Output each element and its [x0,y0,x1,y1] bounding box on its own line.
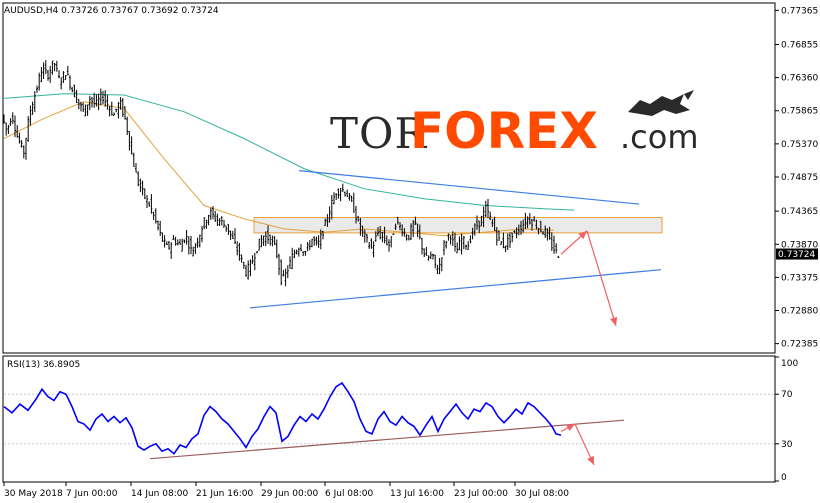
time-tick-label: 13 Jul 16:00 [390,489,444,499]
time-tick-label: 30 Jul 08:00 [515,489,569,499]
time-tick-label: 21 Jun 16:00 [196,489,253,499]
forecast-arrow-2-head [610,316,618,326]
price-tick-label: 0.77365 [781,6,818,16]
price-tick-label: 0.72880 [781,307,818,317]
rsi-line [3,381,562,455]
price-tick-label: 0.74365 [781,207,818,217]
current-price-tag: 0.73724 [776,248,818,260]
forecast-arrow-2 [586,230,617,327]
logo-tor-text: TOR [330,109,427,158]
time-tick-label: 7 Jun 00:00 [66,489,118,499]
price-tick-label: 0.76360 [781,74,818,84]
resistance-zone [253,216,663,234]
candles-series [3,60,560,287]
rsi-tick-label: 100 [781,359,798,369]
price-tick-label: 0.76855 [781,40,818,50]
lower-trendline [249,269,662,309]
ma-fast-line [3,101,555,237]
price-tick-label: 0.73870 [781,240,818,250]
symbol-header: AUDUSD,H4 0.73726 0.73767 0.73692 0.7372… [4,6,219,16]
price-tick-label: 0.74875 [781,173,818,183]
ma-slow-line [3,93,575,211]
time-tick-label: 30 May 2018 [4,489,63,499]
rsi-header: RSI(13) 36.8905 [7,360,80,370]
price-tick-label: 0.75865 [781,107,818,117]
rsi-trendline [149,419,625,460]
logo-com-text: .com [620,118,699,156]
price-tick-label: 0.73375 [781,273,818,283]
current-price-label: 0.73724 [778,250,815,260]
logo-forex-text: FOREX [410,102,598,160]
rsi-arrow-2-head [587,455,594,465]
torforex-logo: TOR FOREX .com [330,90,699,160]
rsi-arrow-1-head [566,423,575,432]
rsi-tick-label: 0 [781,473,787,483]
time-tick-label: 23 Jul 00:00 [454,489,508,499]
time-tick-label: 29 Jun 00:00 [261,489,318,499]
price-tick-label: 0.72385 [781,340,818,350]
rsi-tick-label: 70 [781,390,793,400]
time-tick-label: 6 Jul 08:00 [325,489,374,499]
upper-trendline [298,170,640,205]
price-tick-label: 0.75370 [781,140,818,150]
forecast-arrow-1-head [578,230,587,240]
rsi-tick-label: 30 [781,440,793,450]
main-panel [2,2,776,354]
bull-icon [628,90,694,116]
time-tick-label: 14 Jun 08:00 [131,489,188,499]
